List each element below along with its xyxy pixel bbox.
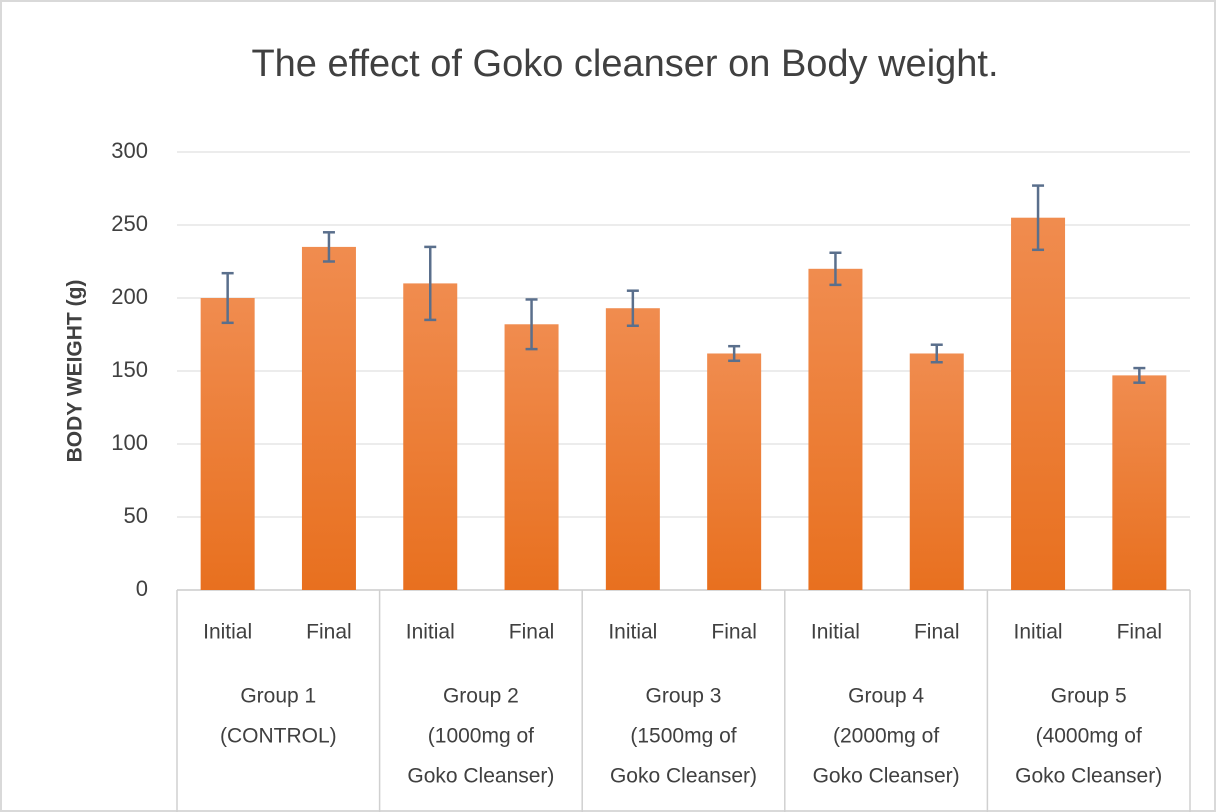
error-bar: [525, 298, 538, 351]
y-tick-label: 50: [124, 503, 148, 528]
bar: [808, 268, 863, 590]
bar: [1011, 217, 1066, 590]
group-label: Goko Cleanser): [407, 765, 554, 788]
error-bar: [829, 251, 842, 287]
group-label: Group 4: [848, 685, 924, 708]
bar: [301, 246, 356, 590]
group-label: (1500mg of: [630, 725, 736, 748]
error-bar: [424, 245, 437, 322]
group-label: Group 5: [1051, 685, 1127, 708]
chart-title: The effect of Goko cleanser on Body weig…: [251, 43, 998, 85]
error-bar: [930, 343, 943, 364]
error-bar: [1032, 184, 1045, 252]
x-tick-label: Final: [509, 621, 555, 644]
y-tick-label: 150: [111, 357, 148, 382]
x-tick-label: Final: [1117, 621, 1163, 644]
error-bar: [1133, 366, 1146, 384]
group-label: Goko Cleanser): [813, 765, 960, 788]
y-tick-label: 300: [111, 138, 148, 163]
group-label: (1000mg of: [428, 725, 534, 748]
y-axis-label: BODY WEIGHT (g): [64, 280, 87, 463]
x-tick-label: Initial: [811, 621, 860, 644]
bar: [1112, 375, 1167, 590]
group-label: Group 2: [443, 685, 519, 708]
group-label: Group 3: [646, 685, 722, 708]
group-label: Goko Cleanser): [610, 765, 757, 788]
x-tick-label: Final: [711, 621, 757, 644]
y-tick-label: 0: [136, 576, 148, 601]
bar: [707, 353, 762, 590]
error-bar: [728, 344, 741, 363]
y-tick-label: 250: [111, 211, 148, 236]
x-tick-label: Initial: [406, 621, 455, 644]
error-bar: [626, 289, 639, 327]
x-tick-label: Initial: [608, 621, 657, 644]
bar: [504, 324, 559, 590]
x-tick-label: Final: [306, 621, 352, 644]
bar: [403, 283, 458, 590]
error-bar: [221, 271, 234, 325]
y-tick-label: 200: [111, 284, 148, 309]
x-tick-label: Final: [914, 621, 960, 644]
bar: [909, 353, 964, 590]
group-label: Goko Cleanser): [1015, 765, 1162, 788]
x-tick-label: Initial: [1014, 621, 1063, 644]
group-label: (4000mg of: [1036, 725, 1142, 748]
error-bar: [322, 231, 335, 263]
group-label: (CONTROL): [220, 725, 337, 748]
group-label: Group 1: [240, 685, 316, 708]
bar: [200, 298, 255, 590]
bar: [605, 308, 660, 590]
x-tick-label: Initial: [203, 621, 252, 644]
y-tick-label: 100: [111, 430, 148, 455]
group-label: (2000mg of: [833, 725, 939, 748]
